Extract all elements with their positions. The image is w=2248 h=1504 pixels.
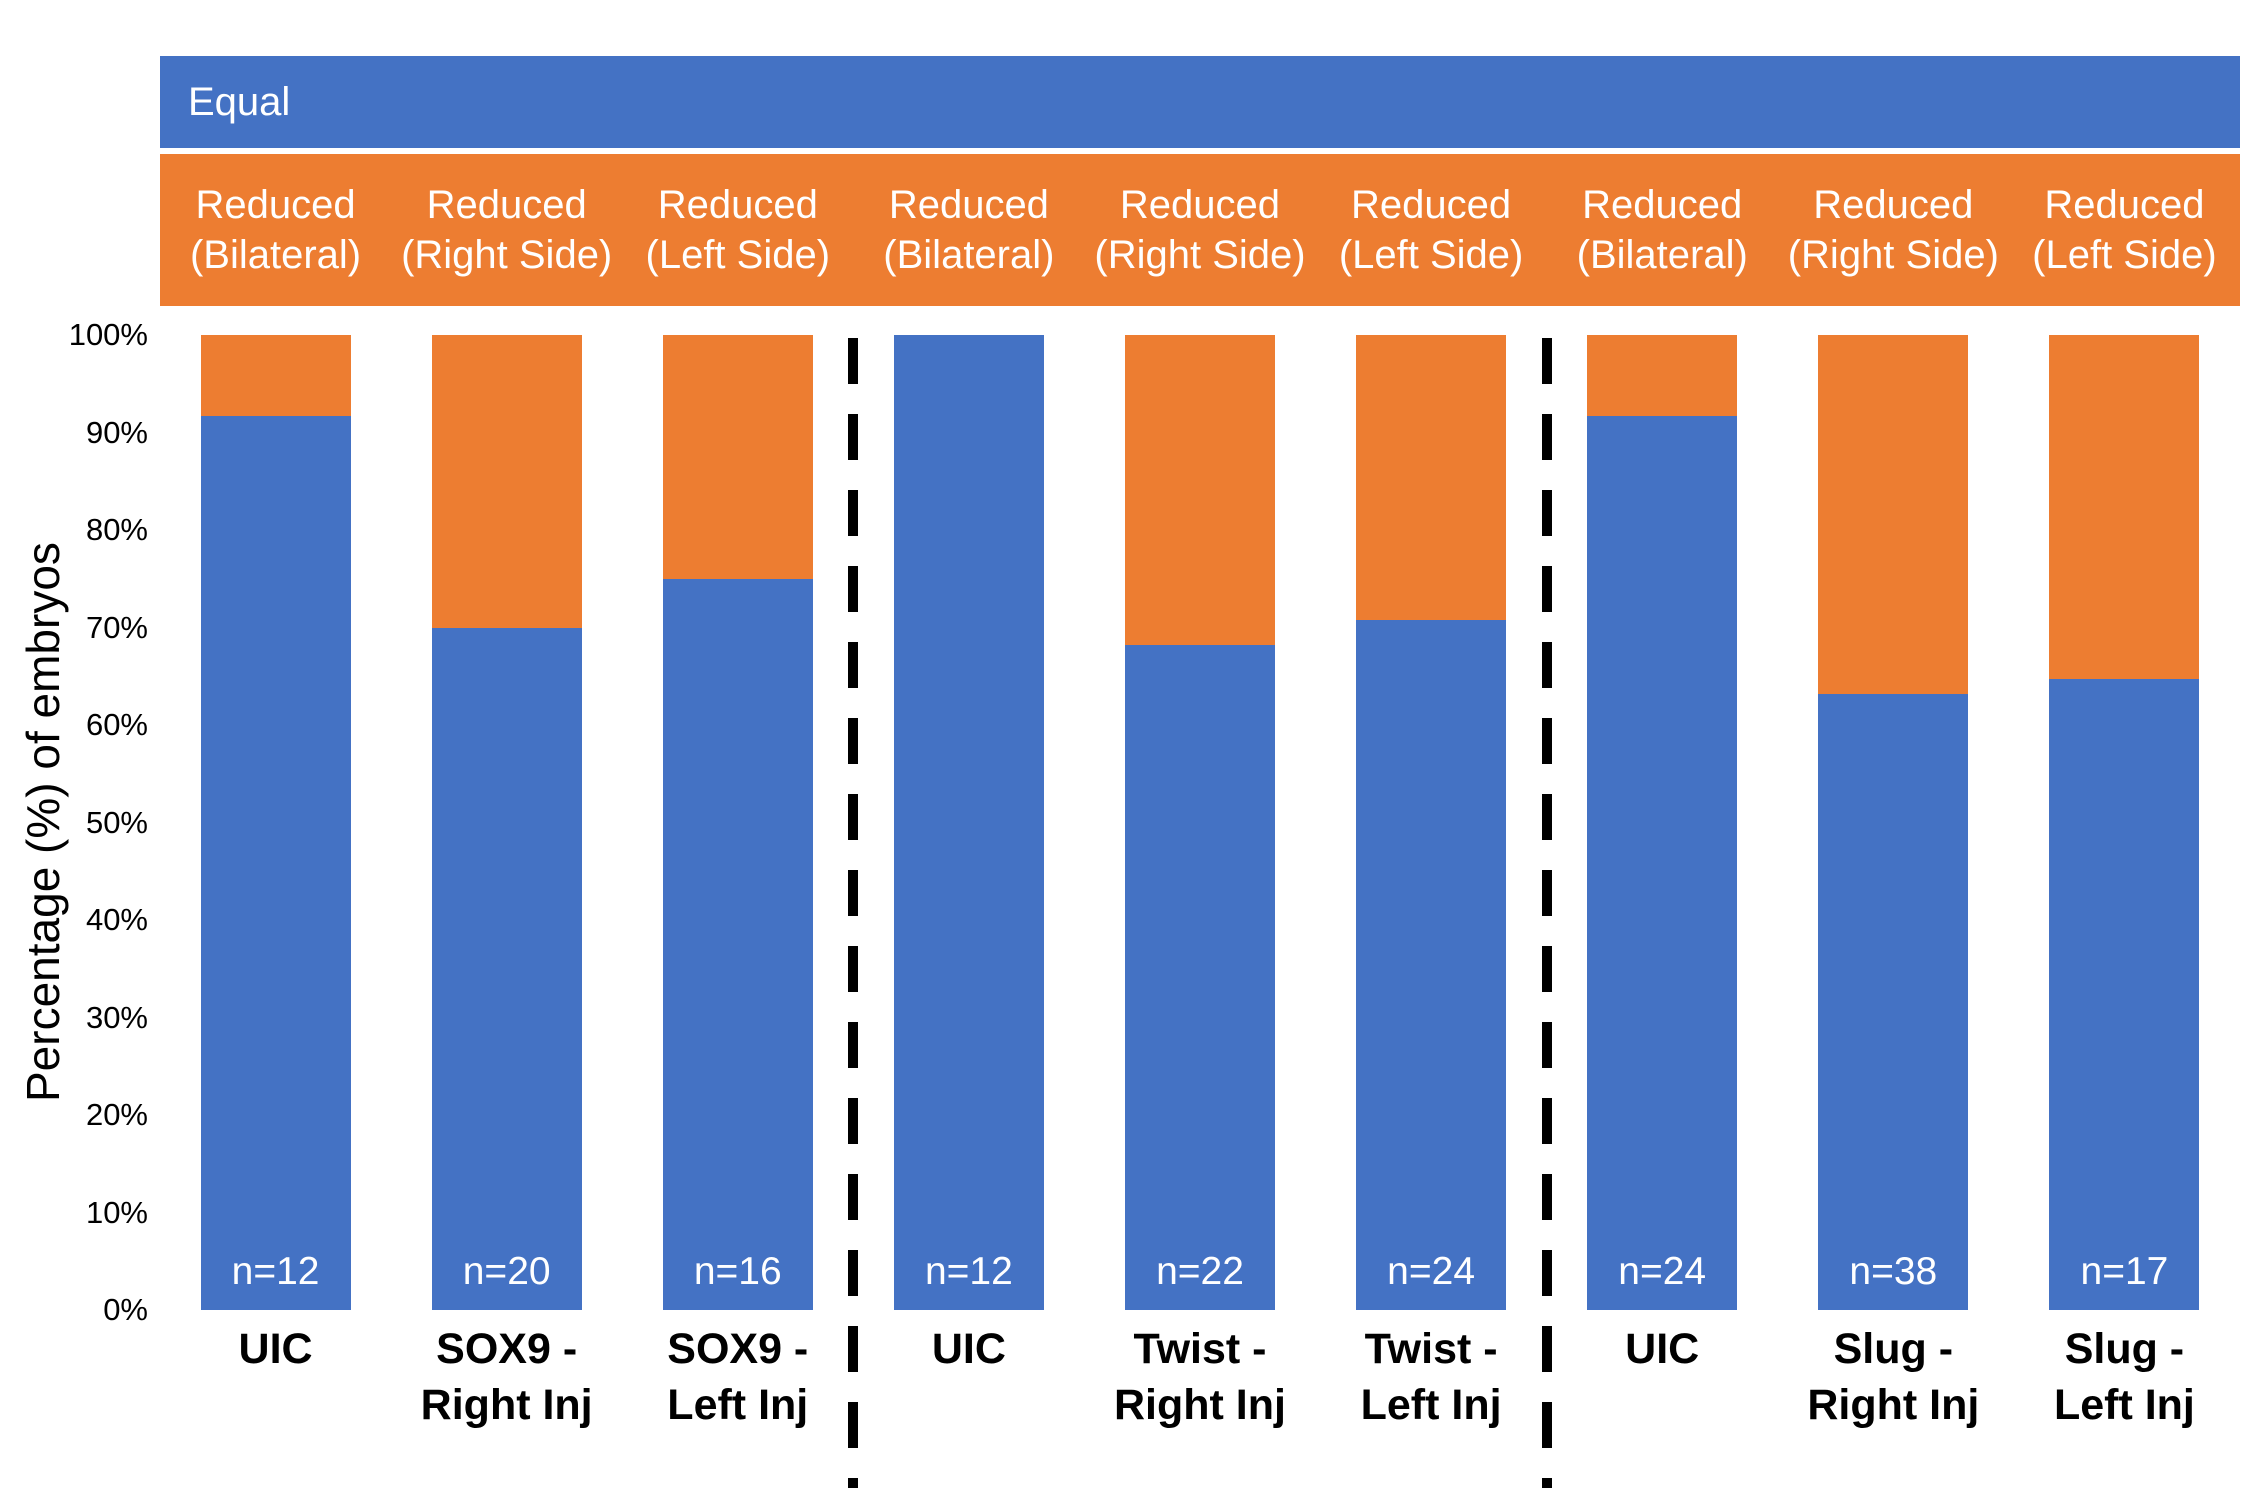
x-axis-category-label: Twist - Left Inj — [1360, 1325, 1502, 1429]
reduced-segment — [1818, 335, 1969, 694]
n-count-label: n=16 — [693, 1250, 782, 1293]
y-tick-label: 70% — [85, 609, 148, 645]
y-tick-label: 0% — [103, 1292, 148, 1327]
y-tick-label: 10% — [85, 1194, 148, 1230]
n-count-label: n=20 — [462, 1250, 551, 1293]
equal-segment — [200, 415, 351, 1310]
y-tick-label: 80% — [85, 512, 148, 547]
equal-segment — [662, 578, 813, 1310]
legend-equal-label: Equal — [188, 79, 291, 124]
equal-segment — [1124, 645, 1275, 1310]
bar-column: n=24 — [1316, 335, 1547, 1310]
x-axis-category-label: Slug - Left Inj — [2053, 1325, 2195, 1429]
reduced-segment — [1587, 335, 1738, 416]
stacked-bar — [2049, 335, 2200, 1310]
legend-reduced-label: Reduced (Bilateral) — [189, 183, 362, 277]
legend-reduced-label: Reduced (Right Side) — [401, 183, 613, 277]
legend-reduced-label: Reduced (Left Side) — [645, 183, 831, 277]
x-axis-category-label: SOX9 - Left Inj — [667, 1325, 809, 1429]
y-tick-label: 60% — [85, 707, 148, 742]
stacked-bar — [1818, 335, 1969, 1310]
x-axis-category-labels: UIC SOX9 - Right Inj SOX9 - Left Inj UIC Twi… — [160, 1322, 2240, 1434]
reduced-segment — [431, 335, 582, 628]
stacked-bar — [431, 335, 582, 1310]
y-tick-label: 100% — [68, 317, 148, 352]
x-axis-category-label: UIC — [1625, 1325, 1700, 1373]
n-count-label: n=24 — [1387, 1250, 1476, 1293]
y-tick-label: 30% — [85, 999, 148, 1035]
stacked-bar — [1587, 335, 1738, 1310]
equal-segment — [431, 627, 582, 1310]
equal-segment — [1587, 415, 1738, 1310]
legend-reduced-label: Reduced (Right Side) — [1094, 183, 1306, 277]
y-tick-label: 20% — [85, 1097, 148, 1132]
x-axis-category-label: SOX9 - Right Inj — [420, 1325, 593, 1429]
bar-column: n=22 — [1084, 335, 1315, 1310]
bar-column: n=12 — [853, 335, 1084, 1310]
stacked-bar — [893, 335, 1044, 1310]
n-count-label: n=12 — [231, 1250, 320, 1293]
n-count-label: n=38 — [1849, 1250, 1938, 1293]
equal-segment — [893, 335, 1044, 1310]
bar-column: n=38 — [1778, 335, 2009, 1310]
y-axis-tick-labels: 0% 10% 20% 30% 40% 50% 60% 70% 80% 90% 100% — [30, 317, 148, 1327]
y-tick-label: 50% — [85, 804, 148, 840]
legend-equal-band: Equal — [160, 56, 2240, 148]
equal-segment — [2049, 679, 2200, 1310]
bar-column: n=12 — [160, 335, 391, 1310]
legend-reduced-label: Reduced (Right Side) — [1787, 183, 1999, 277]
stacked-bar — [200, 335, 351, 1310]
n-count-label: n=22 — [1156, 1250, 1244, 1293]
reduced-segment — [1356, 335, 1507, 620]
equal-segment — [1818, 693, 1969, 1310]
reduced-segment — [1124, 335, 1275, 646]
stacked-bar — [662, 335, 813, 1310]
plot-area: n=12 n=20 n=16 n=12 n=22 n=24 n=24 n=38 n=17 — [160, 335, 2240, 1310]
legend-reduced-label: Reduced (Left Side) — [1338, 183, 1524, 277]
bar-column: n=20 — [391, 335, 622, 1310]
n-count-label: n=12 — [924, 1250, 1013, 1293]
bar-column: n=17 — [2009, 335, 2240, 1310]
legend-reduced-label: Reduced (Bilateral) — [883, 183, 1055, 277]
stacked-bar — [1356, 335, 1507, 1310]
group-separator-dashed-line — [1541, 338, 1552, 1488]
bar-column: n=24 — [1547, 335, 1778, 1310]
x-axis-category-label: Slug - Right Inj — [1807, 1325, 1980, 1429]
x-axis-category-label: UIC — [931, 1325, 1006, 1373]
equal-segment — [1356, 619, 1507, 1310]
x-axis-category-label: UIC — [238, 1325, 313, 1373]
reduced-segment — [662, 335, 813, 579]
reduced-segment — [200, 335, 351, 416]
stacked-bar — [1124, 335, 1275, 1310]
reduced-segment — [2049, 335, 2200, 680]
y-tick-label: 40% — [85, 902, 148, 937]
n-count-label: n=24 — [1618, 1250, 1707, 1293]
group-separator-dashed-line — [848, 338, 859, 1488]
legend-reduced-band: Reduced (Bilateral) Reduced (Right Side) R… — [160, 154, 2240, 306]
legend-reduced-label: Reduced (Bilateral) — [1576, 183, 1748, 277]
y-tick-label: 90% — [85, 414, 148, 450]
bar-column: n=16 — [622, 335, 853, 1310]
x-axis-category-label: Twist - Right Inj — [1114, 1325, 1286, 1429]
legend-reduced-label: Reduced (Left Side) — [2032, 183, 2217, 277]
n-count-label: n=17 — [2080, 1250, 2169, 1293]
